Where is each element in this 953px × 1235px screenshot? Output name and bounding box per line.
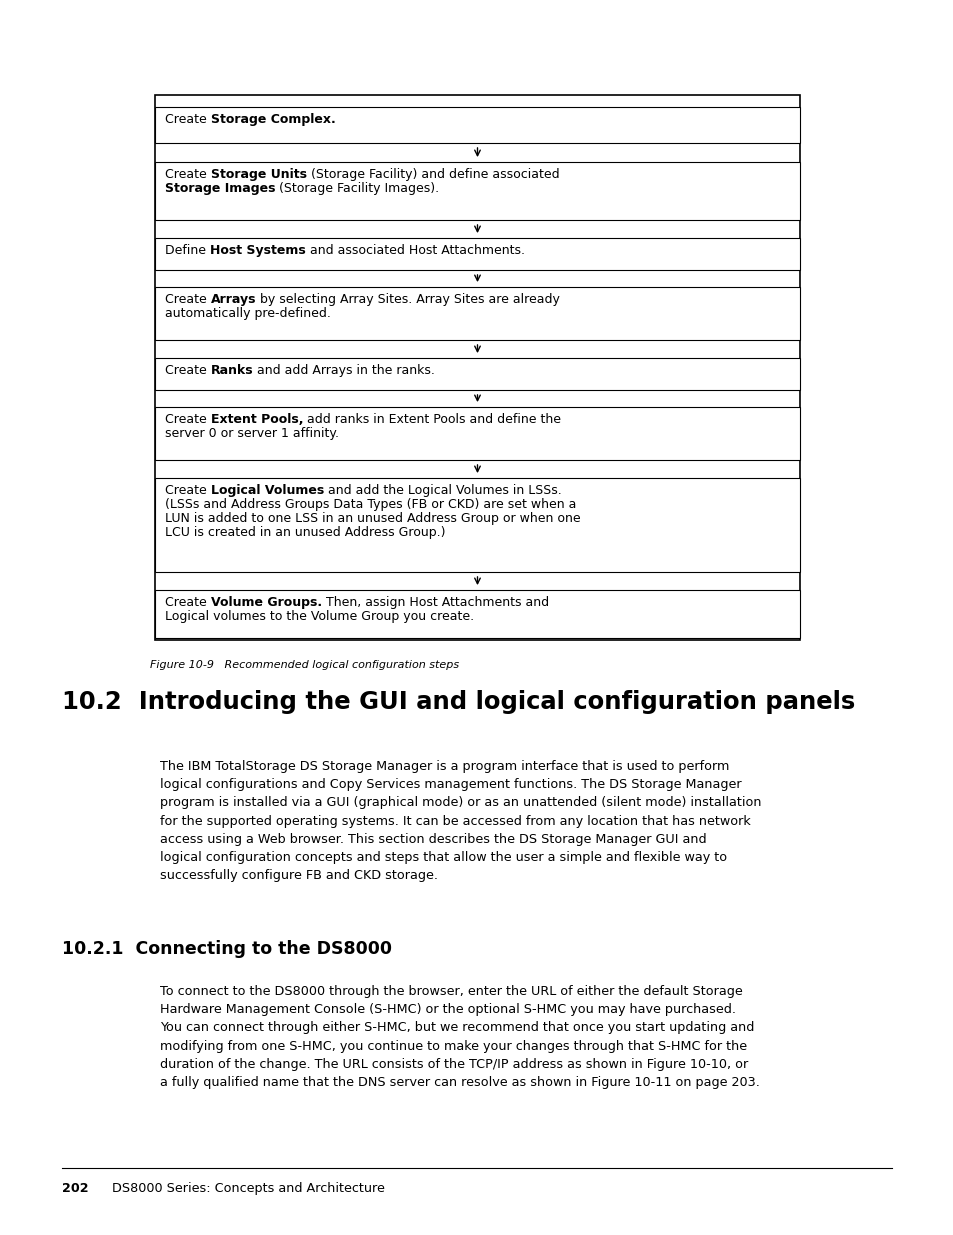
- Text: 10.2.1  Connecting to the DS8000: 10.2.1 Connecting to the DS8000: [62, 940, 392, 958]
- Text: Extent Pools,: Extent Pools,: [211, 412, 303, 426]
- Text: 202: 202: [62, 1182, 89, 1195]
- Text: LCU is created in an unused Address Group.): LCU is created in an unused Address Grou…: [165, 526, 445, 538]
- Text: Then, assign Host Attachments and: Then, assign Host Attachments and: [321, 597, 548, 609]
- Text: The IBM TotalStorage DS Storage Manager is a program interface that is used to p: The IBM TotalStorage DS Storage Manager …: [160, 760, 760, 882]
- Text: LUN is added to one LSS in an unused Address Group or when one: LUN is added to one LSS in an unused Add…: [165, 511, 580, 525]
- Text: Create: Create: [165, 412, 211, 426]
- Bar: [154, 162, 800, 220]
- Text: and add the Logical Volumes in LSSs.: and add the Logical Volumes in LSSs.: [324, 484, 561, 496]
- Text: Create: Create: [165, 112, 211, 126]
- Text: (Storage Facility Images).: (Storage Facility Images).: [275, 182, 439, 195]
- Bar: [154, 358, 800, 390]
- Text: Arrays: Arrays: [211, 293, 256, 306]
- Text: Logical volumes to the Volume Group you create.: Logical volumes to the Volume Group you …: [165, 610, 474, 622]
- Text: Create: Create: [165, 168, 211, 182]
- Text: server 0 or server 1 affinity.: server 0 or server 1 affinity.: [165, 427, 338, 440]
- Bar: [154, 287, 800, 340]
- Text: To connect to the DS8000 through the browser, enter the URL of either the defaul: To connect to the DS8000 through the bro…: [160, 986, 760, 1089]
- Text: Figure 10-9   Recommended logical configuration steps: Figure 10-9 Recommended logical configur…: [150, 659, 458, 671]
- Text: Create: Create: [165, 364, 211, 377]
- Bar: [154, 107, 800, 143]
- Bar: [154, 95, 800, 640]
- Bar: [154, 408, 800, 459]
- Text: Storage Complex.: Storage Complex.: [211, 112, 335, 126]
- Text: Volume Groups.: Volume Groups.: [211, 597, 321, 609]
- Text: Create: Create: [165, 293, 211, 306]
- Text: Create: Create: [165, 484, 211, 496]
- Bar: [154, 590, 800, 638]
- Text: Ranks: Ranks: [211, 364, 253, 377]
- Text: Host Systems: Host Systems: [210, 245, 305, 257]
- Text: Logical Volumes: Logical Volumes: [211, 484, 324, 496]
- Text: by selecting Array Sites. Array Sites are already: by selecting Array Sites. Array Sites ar…: [256, 293, 559, 306]
- Text: (Storage Facility) and define associated: (Storage Facility) and define associated: [307, 168, 558, 182]
- Bar: [154, 478, 800, 572]
- Text: DS8000 Series: Concepts and Architecture: DS8000 Series: Concepts and Architecture: [112, 1182, 384, 1195]
- Text: add ranks in Extent Pools and define the: add ranks in Extent Pools and define the: [303, 412, 560, 426]
- Text: and associated Host Attachments.: and associated Host Attachments.: [305, 245, 524, 257]
- Text: Create: Create: [165, 597, 211, 609]
- Text: Storage Units: Storage Units: [211, 168, 307, 182]
- Bar: [154, 238, 800, 270]
- Text: (LSSs and Address Groups Data Types (FB or CKD) are set when a: (LSSs and Address Groups Data Types (FB …: [165, 498, 576, 511]
- Text: Storage Images: Storage Images: [165, 182, 275, 195]
- Text: 10.2  Introducing the GUI and logical configuration panels: 10.2 Introducing the GUI and logical con…: [62, 690, 854, 714]
- Text: automatically pre-defined.: automatically pre-defined.: [165, 308, 331, 320]
- Text: and add Arrays in the ranks.: and add Arrays in the ranks.: [253, 364, 435, 377]
- Text: Define: Define: [165, 245, 210, 257]
